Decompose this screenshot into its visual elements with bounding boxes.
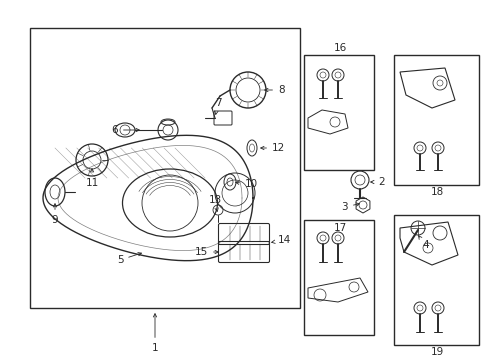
Text: 15: 15 [194,247,218,257]
Text: 8: 8 [264,85,284,95]
Bar [304,55,373,170]
Text: 10: 10 [235,179,258,189]
Text: 7: 7 [214,98,221,114]
Text: 19: 19 [429,347,443,357]
Text: 6: 6 [111,125,139,135]
Text: 2: 2 [370,177,384,187]
Text: 9: 9 [52,204,58,225]
Text: 16: 16 [333,43,346,53]
Bar [30,28,299,308]
Text: 1: 1 [151,314,158,353]
Text: 13: 13 [208,195,221,211]
Bar [393,215,478,345]
Text: 5: 5 [117,253,141,265]
Bar [304,220,373,335]
Text: 4: 4 [418,236,428,250]
Bar [393,55,478,185]
Text: 3: 3 [341,202,359,212]
Text: 12: 12 [260,143,285,153]
Text: 14: 14 [271,235,291,245]
Text: 11: 11 [85,169,99,188]
Text: 17: 17 [333,223,346,233]
Text: 18: 18 [429,187,443,197]
